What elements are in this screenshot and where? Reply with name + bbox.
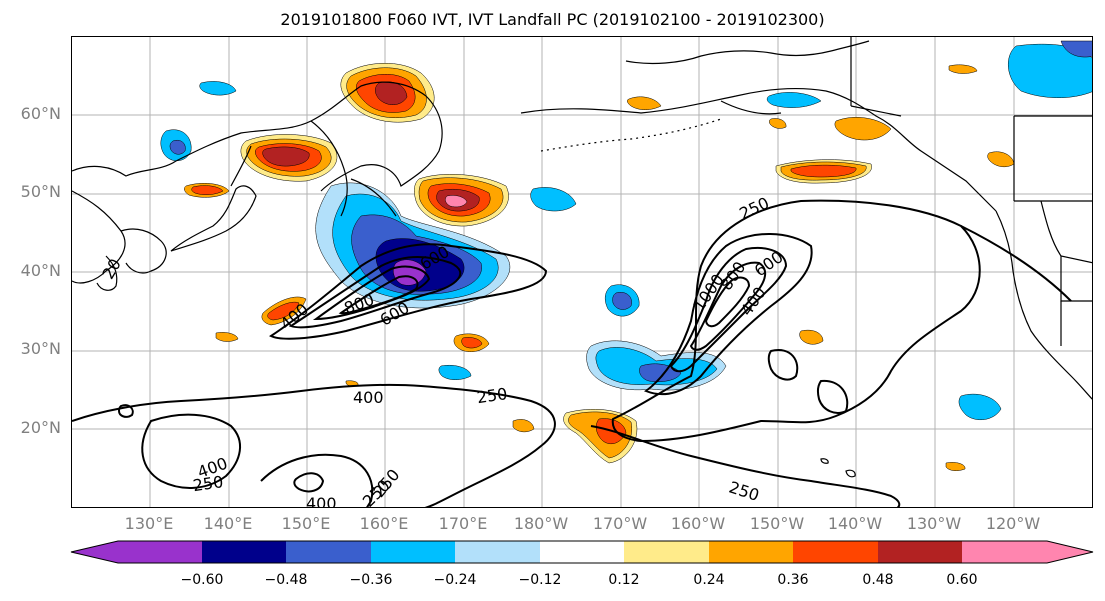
lon-label-130w: 130°W bbox=[906, 514, 962, 533]
colorbar-tick: 0.48 bbox=[862, 572, 894, 588]
colorbar-outline bbox=[70, 540, 1094, 564]
lon-label-120w: 120°W bbox=[985, 514, 1041, 533]
contour-label: 400 bbox=[306, 494, 337, 508]
lon-label-130e: 130°E bbox=[124, 514, 174, 533]
filled-anomalies bbox=[160, 40, 1092, 471]
colorbar-segments bbox=[71, 541, 1093, 563]
lat-label-40n: 40°N bbox=[20, 261, 61, 280]
map-title: 2019101800 F060 IVT, IVT Landfall PC (20… bbox=[280, 10, 825, 29]
colorbar-segment bbox=[540, 541, 624, 563]
contour-label: 250 bbox=[476, 384, 509, 407]
lon-label-170e: 170°E bbox=[438, 514, 488, 533]
colorbar-tick: 0.12 bbox=[608, 572, 640, 588]
contour-label: 400 bbox=[353, 388, 384, 407]
lon-label-140w: 140°W bbox=[827, 514, 883, 533]
lat-label-60n: 60°N bbox=[20, 104, 61, 123]
contour-label: 20 bbox=[98, 255, 125, 282]
colorbar-segment bbox=[286, 541, 371, 563]
lon-label-160w: 160°W bbox=[670, 514, 726, 533]
lon-label-180w: 180°W bbox=[513, 514, 569, 533]
lat-label-50n: 50°N bbox=[20, 182, 61, 201]
colorbar-segment bbox=[371, 541, 455, 563]
contour-label: 250 bbox=[727, 477, 762, 505]
colorbar-tick: 0.24 bbox=[693, 572, 725, 588]
contour-label: 250 bbox=[192, 472, 225, 495]
colorbar-tick: 0.36 bbox=[777, 572, 809, 588]
lon-label-150e: 150°E bbox=[281, 514, 331, 533]
map-canvas: 250 250 250 250 250 400 400 400 400 400 … bbox=[72, 37, 1092, 508]
lon-label-160e: 160°E bbox=[359, 514, 409, 533]
colorbar-segment bbox=[624, 541, 709, 563]
lon-label-140e: 140°E bbox=[203, 514, 253, 533]
map-panel: 250 250 250 250 250 400 400 400 400 400 … bbox=[71, 36, 1093, 508]
colorbar-tick: −0.60 bbox=[180, 572, 224, 588]
contour-label: 250 bbox=[736, 193, 772, 223]
colorbar-segment bbox=[793, 541, 878, 563]
lat-label-20n: 20°N bbox=[20, 418, 61, 437]
colorbar-segment bbox=[962, 541, 1093, 563]
colorbar-tick: −0.48 bbox=[264, 572, 308, 588]
lon-label-170w: 170°W bbox=[592, 514, 648, 533]
colorbar-segment bbox=[71, 541, 202, 563]
colorbar-segment bbox=[455, 541, 540, 563]
contour-label: 400 bbox=[737, 283, 770, 319]
lon-label-150w: 150°W bbox=[749, 514, 805, 533]
colorbar-tick: −0.36 bbox=[349, 572, 393, 588]
colorbar-tick: −0.12 bbox=[518, 572, 562, 588]
colorbar-segment bbox=[709, 541, 793, 563]
colorbar-tick: 0.60 bbox=[946, 572, 978, 588]
colorbar-segment bbox=[202, 541, 286, 563]
colorbar-segment bbox=[878, 541, 962, 563]
lat-label-30n: 30°N bbox=[20, 339, 61, 358]
ivt-contours bbox=[72, 199, 1072, 507]
colorbar-tick: −0.24 bbox=[433, 572, 477, 588]
contour-label: 800 bbox=[342, 290, 377, 318]
